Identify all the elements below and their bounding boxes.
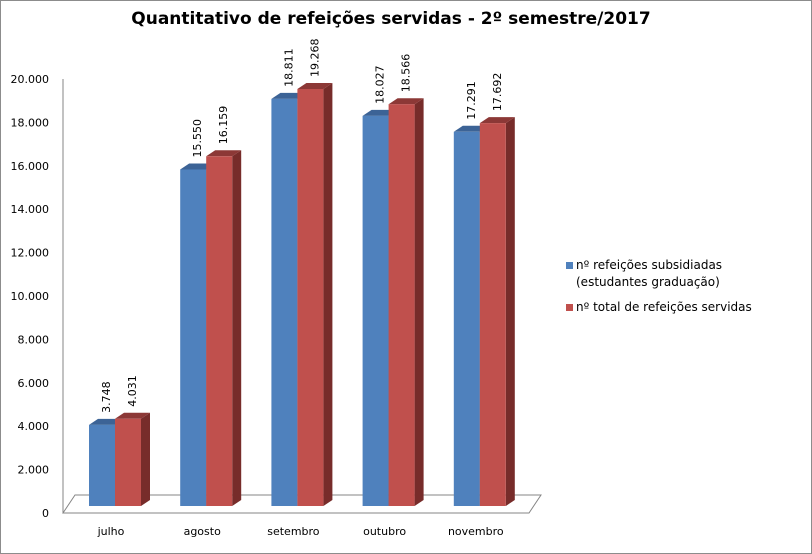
- data-label: 17.692: [491, 73, 504, 112]
- x-tick-label: agosto: [184, 525, 221, 538]
- y-tick-label: 4.000: [18, 420, 50, 433]
- bar-front: [453, 131, 480, 506]
- bar-novembro-total: [479, 117, 515, 507]
- legend-label: nº refeições subsidiadas (estudantes gra…: [576, 258, 723, 289]
- data-label: 17.291: [465, 81, 478, 120]
- x-tick-label: novembro: [448, 525, 504, 538]
- data-label: 18.566: [400, 54, 413, 93]
- y-tick-label: 12.000: [11, 247, 50, 260]
- bar-front: [479, 123, 506, 507]
- bar-outubro-total: [388, 98, 424, 507]
- y-tick-label: 6.000: [18, 377, 50, 390]
- bar-front: [271, 98, 298, 506]
- bar-front: [89, 424, 115, 506]
- legend-item-total: nº total de refeições servidas: [566, 299, 796, 316]
- floor: [62, 494, 542, 514]
- bar-top: [115, 412, 150, 419]
- legend-swatch-red: [566, 304, 573, 311]
- data-label: 19.268: [308, 39, 321, 78]
- bar-setembro-total: [297, 83, 333, 506]
- x-tick-label: setembro: [267, 525, 320, 538]
- y-tick-label: 2.000: [18, 464, 50, 477]
- data-label: 16.159: [217, 106, 230, 145]
- x-tick-label: outubro: [363, 525, 406, 538]
- y-tick-label: 16.000: [11, 160, 50, 173]
- x-tick-label: julho: [97, 525, 125, 538]
- y-tick-label: 20.000: [11, 73, 50, 86]
- y-tick-label: 14.000: [11, 203, 50, 216]
- legend-label: nº total de refeições servidas: [576, 300, 752, 314]
- chart-title: Quantitativo de refeições servidas - 2º …: [131, 9, 651, 29]
- bar-side: [323, 83, 333, 506]
- legend-swatch-blue: [566, 262, 573, 269]
- data-label: 3.748: [100, 381, 113, 413]
- y-tick-label: 10.000: [11, 290, 50, 303]
- bar-agosto-total: [206, 150, 242, 507]
- bar-side: [505, 117, 515, 507]
- bar-front: [115, 418, 141, 506]
- bar-top: [206, 150, 242, 157]
- bar-front: [388, 104, 415, 507]
- data-label: 18.027: [374, 65, 387, 104]
- y-tick-label: 18.000: [11, 116, 50, 129]
- legend: nº refeições subsidiadas (estudantes gra…: [566, 257, 796, 324]
- bar-front: [297, 89, 324, 506]
- bar-front: [180, 169, 207, 506]
- bar-top: [297, 83, 333, 89]
- bar-side: [414, 98, 424, 507]
- y-tick-label: 0: [42, 507, 49, 520]
- bar-top: [479, 117, 515, 124]
- bar-top: [388, 98, 424, 105]
- bar-front: [362, 115, 389, 506]
- bar-side: [232, 150, 242, 507]
- data-label: 4.031: [126, 375, 139, 407]
- y-tick-label: 8.000: [18, 333, 50, 346]
- data-label: 15.550: [191, 119, 204, 158]
- data-label: 18.811: [282, 48, 295, 87]
- bar-julho-total: [115, 412, 150, 506]
- legend-item-subsidiadas: nº refeições subsidiadas (estudantes gra…: [566, 257, 796, 291]
- bar-side: [141, 412, 150, 506]
- bar-front: [206, 156, 233, 507]
